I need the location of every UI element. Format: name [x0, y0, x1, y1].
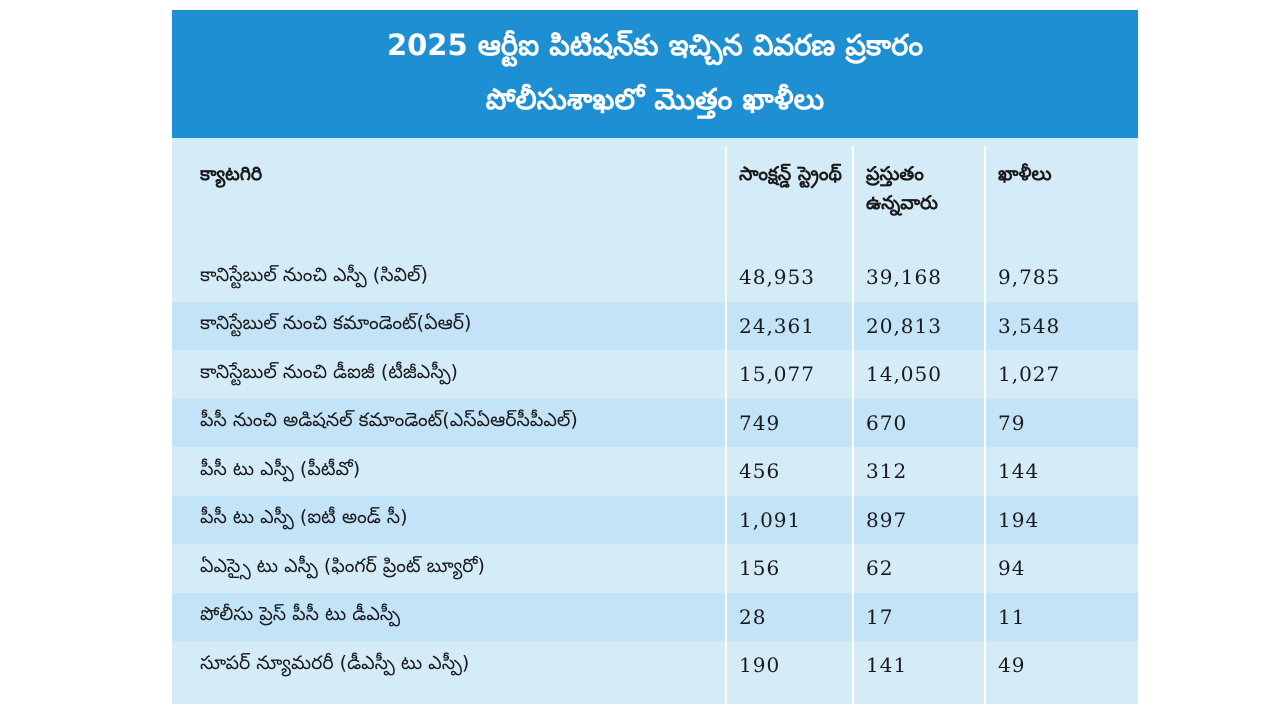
current-cell: 39,168 — [866, 265, 942, 290]
current-cell: 670 — [866, 410, 908, 435]
sanctioned-cell: 24,361 — [739, 313, 815, 338]
sanctioned-cell: 1,091 — [739, 507, 802, 532]
table-row: కానిస్టేబుల్ నుంచి కమాండెంట్(ఏఆర్) 24,36… — [172, 301, 1138, 350]
table-row: సూపర్ న్యూమరరీ (డీఎస్పీ టు ఎస్పీ) 190 14… — [172, 641, 1138, 690]
vacancies-cell: 79 — [998, 410, 1026, 435]
table-row: ఏఎస్సై టు ఎస్పీ (ఫింగర్ ప్రింట్ బ్యూరో) … — [172, 544, 1138, 593]
category-cell: పోలీసు ప్రెస్ పీసీ టు డీఎస్పీ — [200, 603, 401, 626]
column-divider — [725, 146, 727, 704]
vacancies-cell: 11 — [998, 604, 1026, 629]
sanctioned-cell: 456 — [739, 459, 781, 484]
column-divider — [984, 146, 986, 704]
column-header-vacancies: ఖాళీలు — [998, 163, 1052, 185]
category-cell: కానిస్టేబుల్ నుంచి డీఐజీ (టీజీఎస్పీ) — [200, 360, 458, 383]
vacancies-cell: 94 — [998, 556, 1026, 581]
vacancy-table: క్యాటగిరి సాంక్షన్డ్ స్ట్రెంథ్ ప్రస్తుతం… — [172, 146, 1138, 690]
vacancies-cell: 49 — [998, 653, 1026, 678]
card-header: 2025 ఆర్టీఐ పిటిషన్‌కు ఇచ్చిన వివరణ ప్రక… — [172, 10, 1138, 138]
header-title-line-2: పోలీసుశాఖలో మొత్తం ఖాళీలు — [485, 82, 825, 116]
column-header-current: ప్రస్తుతం ఉన్నవారు — [866, 163, 938, 214]
column-header-category: క్యాటగిరి — [200, 163, 263, 185]
category-cell: సూపర్ న్యూమరరీ (డీఎస్పీ టు ఎస్పీ) — [200, 651, 470, 674]
current-cell: 62 — [866, 556, 894, 581]
vacancies-cell: 1,027 — [998, 362, 1061, 387]
category-cell: పీసీ టు ఎస్పీ (పీటీవో) — [200, 457, 361, 480]
table-row: పీసీ నుంచి అడిషనల్ కమాండెంట్(ఎస్ఏఆర్‌సీప… — [172, 398, 1138, 447]
column-divider — [852, 146, 854, 704]
current-cell: 14,050 — [866, 362, 942, 387]
current-cell: 20,813 — [866, 313, 942, 338]
current-cell: 897 — [866, 507, 908, 532]
info-card: 2025 ఆర్టీఐ పిటిషన్‌కు ఇచ్చిన వివరణ ప్రక… — [172, 10, 1138, 704]
sanctioned-cell: 48,953 — [739, 265, 815, 290]
category-cell: పీసీ టు ఎస్పీ (ఐటీ అండ్ సీ) — [200, 506, 408, 529]
table-row: పీసీ టు ఎస్పీ (పీటీవో) 456 312 144 — [172, 447, 1138, 496]
sanctioned-cell: 190 — [739, 653, 781, 678]
sanctioned-cell: 15,077 — [739, 362, 815, 387]
vacancies-cell: 144 — [998, 459, 1040, 484]
vacancies-cell: 9,785 — [998, 265, 1061, 290]
sanctioned-cell: 749 — [739, 410, 781, 435]
sanctioned-cell: 156 — [739, 556, 781, 581]
current-cell: 141 — [866, 653, 908, 678]
category-cell: కానిస్టేబుల్ నుంచి కమాండెంట్(ఏఆర్) — [200, 312, 472, 335]
table-row: పోలీసు ప్రెస్ పీసీ టు డీఎస్పీ 28 17 11 — [172, 592, 1138, 641]
current-cell: 312 — [866, 459, 908, 484]
current-cell: 17 — [866, 604, 894, 629]
category-cell: ఏఎస్సై టు ఎస్పీ (ఫింగర్ ప్రింట్ బ్యూరో) — [200, 554, 485, 577]
table-row: కానిస్టేబుల్ నుంచి ఎస్పీ (సివిల్) 48,953… — [172, 253, 1138, 302]
table-header-row: క్యాటగిరి సాంక్షన్డ్ స్ట్రెంథ్ ప్రస్తుతం… — [172, 146, 1138, 253]
vacancies-cell: 194 — [998, 507, 1040, 532]
table-row: కానిస్టేబుల్ నుంచి డీఐజీ (టీజీఎస్పీ) 15,… — [172, 350, 1138, 399]
category-cell: పీసీ నుంచి అడిషనల్ కమాండెంట్(ఎస్ఏఆర్‌సీప… — [200, 409, 578, 432]
column-header-sanctioned: సాంక్షన్డ్ స్ట్రెంథ్ — [739, 163, 842, 185]
table-row: పీసీ టు ఎస్పీ (ఐటీ అండ్ సీ) 1,091 897 19… — [172, 495, 1138, 544]
sanctioned-cell: 28 — [739, 604, 767, 629]
vacancies-cell: 3,548 — [998, 313, 1061, 338]
category-cell: కానిస్టేబుల్ నుంచి ఎస్పీ (సివిల్) — [200, 263, 428, 286]
header-title-line-1: 2025 ఆర్టీఐ పిటిషన్‌కు ఇచ్చిన వివరణ ప్రక… — [386, 28, 924, 62]
